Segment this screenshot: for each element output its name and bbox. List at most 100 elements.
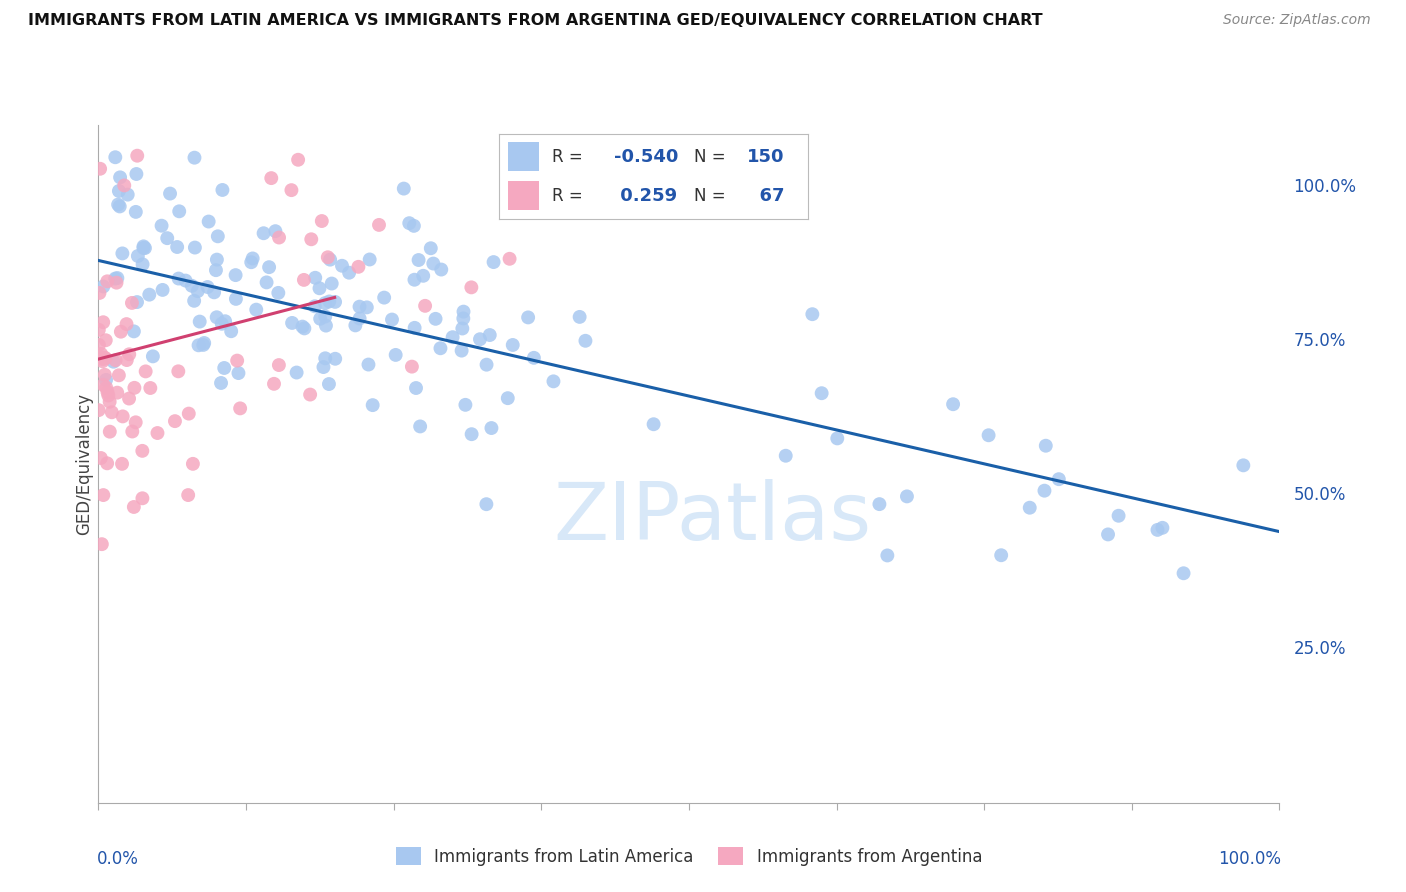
Point bbox=[87, 338, 110, 352]
Point bbox=[344, 318, 367, 333]
Point bbox=[373, 291, 395, 305]
Point bbox=[543, 375, 565, 389]
Point bbox=[1018, 500, 1040, 515]
FancyBboxPatch shape bbox=[509, 181, 540, 211]
Point bbox=[827, 431, 849, 445]
Point bbox=[177, 407, 200, 421]
Point bbox=[96, 274, 118, 288]
Point bbox=[91, 315, 114, 329]
Point bbox=[122, 500, 145, 514]
Point bbox=[132, 241, 155, 255]
Text: 25.0%: 25.0% bbox=[1294, 640, 1346, 657]
Point bbox=[408, 253, 430, 268]
Point bbox=[93, 377, 115, 392]
Point bbox=[409, 419, 432, 434]
Point bbox=[125, 167, 148, 181]
Point bbox=[574, 334, 596, 348]
Point bbox=[193, 338, 215, 352]
Point bbox=[425, 311, 447, 326]
Point bbox=[478, 328, 501, 343]
Point bbox=[330, 259, 353, 273]
Point bbox=[422, 256, 444, 270]
Point bbox=[312, 360, 335, 375]
Point bbox=[103, 355, 125, 369]
Text: 0.259: 0.259 bbox=[613, 186, 676, 204]
Point bbox=[1146, 523, 1168, 537]
Point bbox=[568, 310, 591, 324]
Point bbox=[454, 398, 477, 412]
Text: IMMIGRANTS FROM LATIN AMERICA VS IMMIGRANTS FROM ARGENTINA GED/EQUIVALENCY CORRE: IMMIGRANTS FROM LATIN AMERICA VS IMMIGRA… bbox=[28, 13, 1043, 29]
Point bbox=[384, 348, 406, 362]
Point bbox=[181, 457, 204, 471]
Point bbox=[281, 316, 304, 330]
Point bbox=[108, 170, 131, 185]
Point bbox=[177, 488, 200, 502]
Point bbox=[349, 311, 371, 326]
Point bbox=[482, 255, 505, 269]
Point bbox=[450, 343, 472, 358]
Point bbox=[135, 364, 157, 378]
Point bbox=[316, 250, 339, 264]
Point bbox=[240, 255, 263, 269]
Point bbox=[87, 403, 110, 417]
Point bbox=[451, 321, 474, 335]
Point bbox=[349, 300, 371, 314]
Point bbox=[308, 281, 330, 295]
Point bbox=[180, 278, 202, 293]
Text: R =: R = bbox=[551, 186, 582, 204]
Point bbox=[453, 304, 475, 318]
Point bbox=[205, 263, 228, 277]
Point bbox=[93, 351, 115, 365]
Point bbox=[398, 216, 420, 230]
Point bbox=[127, 249, 149, 263]
Point bbox=[1047, 472, 1070, 486]
Point bbox=[496, 391, 519, 405]
Point bbox=[280, 183, 302, 197]
Point bbox=[94, 333, 117, 347]
Point bbox=[942, 397, 965, 411]
Point bbox=[163, 414, 186, 428]
Point bbox=[125, 415, 148, 429]
Text: 100.0%: 100.0% bbox=[1294, 178, 1357, 195]
Point bbox=[110, 325, 132, 339]
Point bbox=[193, 336, 215, 351]
Point bbox=[356, 301, 378, 315]
Text: N =: N = bbox=[695, 186, 725, 204]
Point bbox=[183, 151, 205, 165]
Point bbox=[475, 497, 498, 511]
Point bbox=[121, 425, 143, 439]
Point bbox=[132, 239, 155, 253]
Point bbox=[775, 449, 797, 463]
Point bbox=[111, 409, 134, 424]
Point bbox=[90, 450, 112, 465]
Point bbox=[430, 262, 453, 277]
Point bbox=[304, 299, 326, 313]
Point bbox=[257, 260, 280, 275]
Point bbox=[91, 488, 114, 502]
Point bbox=[267, 285, 290, 300]
Point bbox=[475, 358, 498, 372]
Point bbox=[108, 368, 131, 383]
Point bbox=[260, 171, 283, 186]
Point bbox=[256, 276, 278, 290]
Point bbox=[89, 285, 111, 300]
Point bbox=[97, 388, 120, 402]
Point bbox=[207, 229, 229, 244]
Point bbox=[401, 359, 423, 374]
Point bbox=[801, 307, 824, 321]
Point bbox=[263, 376, 285, 391]
Point bbox=[96, 385, 118, 400]
Point bbox=[460, 280, 482, 294]
Point bbox=[1152, 521, 1174, 535]
Point bbox=[98, 394, 121, 409]
Point bbox=[94, 351, 117, 366]
Point bbox=[361, 398, 384, 412]
Point bbox=[337, 266, 360, 280]
Point bbox=[267, 230, 290, 244]
Text: 100.0%: 100.0% bbox=[1218, 850, 1281, 868]
Point bbox=[197, 280, 219, 294]
Point bbox=[91, 352, 114, 367]
Point bbox=[309, 311, 332, 326]
Point bbox=[357, 358, 380, 372]
Text: Source: ZipAtlas.com: Source: ZipAtlas.com bbox=[1223, 13, 1371, 28]
